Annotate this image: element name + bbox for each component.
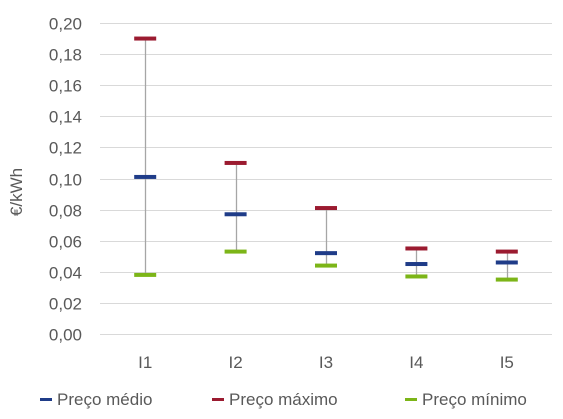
- x-tick-label: I3: [319, 353, 333, 372]
- marker-medio: [315, 251, 337, 256]
- marker-minimo: [224, 249, 247, 254]
- y-tick-label: 0,14: [49, 108, 82, 127]
- marker-maximo: [134, 36, 157, 41]
- legend-label: Preço médio: [57, 390, 152, 409]
- marker-medio: [405, 262, 428, 267]
- legend: Preço médio Preço máximo Preço mínimo: [40, 390, 527, 409]
- marker-medio: [134, 174, 157, 179]
- marker-medio: [224, 212, 247, 217]
- y-tick-label: 0,18: [49, 46, 82, 65]
- x-tick-label: I4: [409, 353, 423, 372]
- marker-minimo: [405, 274, 428, 279]
- marker-minimo: [134, 272, 157, 277]
- y-tick-label: 0,16: [49, 77, 82, 96]
- y-axis-label: €/kWh: [7, 168, 26, 216]
- series-markers: [134, 36, 518, 282]
- y-axis-ticks: 0,00 0,02 0,04 0,06 0,08 0,10 0,12 0,14 0,16 0,18…: [49, 15, 82, 345]
- marker-maximo: [315, 206, 337, 211]
- legend-swatch: [40, 398, 52, 401]
- x-tick-label: I2: [229, 353, 243, 372]
- y-tick-label: 0,04: [49, 264, 82, 283]
- y-tick-label: 0,12: [49, 139, 82, 158]
- marker-minimo: [495, 277, 518, 282]
- y-tick-label: 0,10: [49, 171, 82, 190]
- x-axis-ticks: I1 I2 I3 I4 I5: [138, 353, 514, 372]
- marker-maximo: [405, 246, 428, 251]
- legend-swatch: [405, 398, 417, 401]
- y-tick-label: 0,08: [49, 202, 82, 221]
- marker-maximo: [495, 249, 518, 254]
- marker-medio: [495, 260, 518, 265]
- y-tick-label: 0,00: [49, 326, 82, 345]
- legend-swatch: [212, 398, 224, 401]
- marker-maximo: [224, 160, 247, 165]
- y-tick-label: 0,06: [49, 233, 82, 252]
- gridlines: [100, 23, 552, 335]
- x-tick-label: I1: [138, 353, 152, 372]
- legend-label: Preço máximo: [229, 390, 338, 409]
- y-tick-label: 0,20: [49, 15, 82, 34]
- y-tick-label: 0,02: [49, 295, 82, 314]
- range-lines: [144, 38, 509, 280]
- legend-label: Preço mínimo: [422, 390, 527, 409]
- x-tick-label: I5: [500, 353, 514, 372]
- marker-minimo: [315, 263, 337, 268]
